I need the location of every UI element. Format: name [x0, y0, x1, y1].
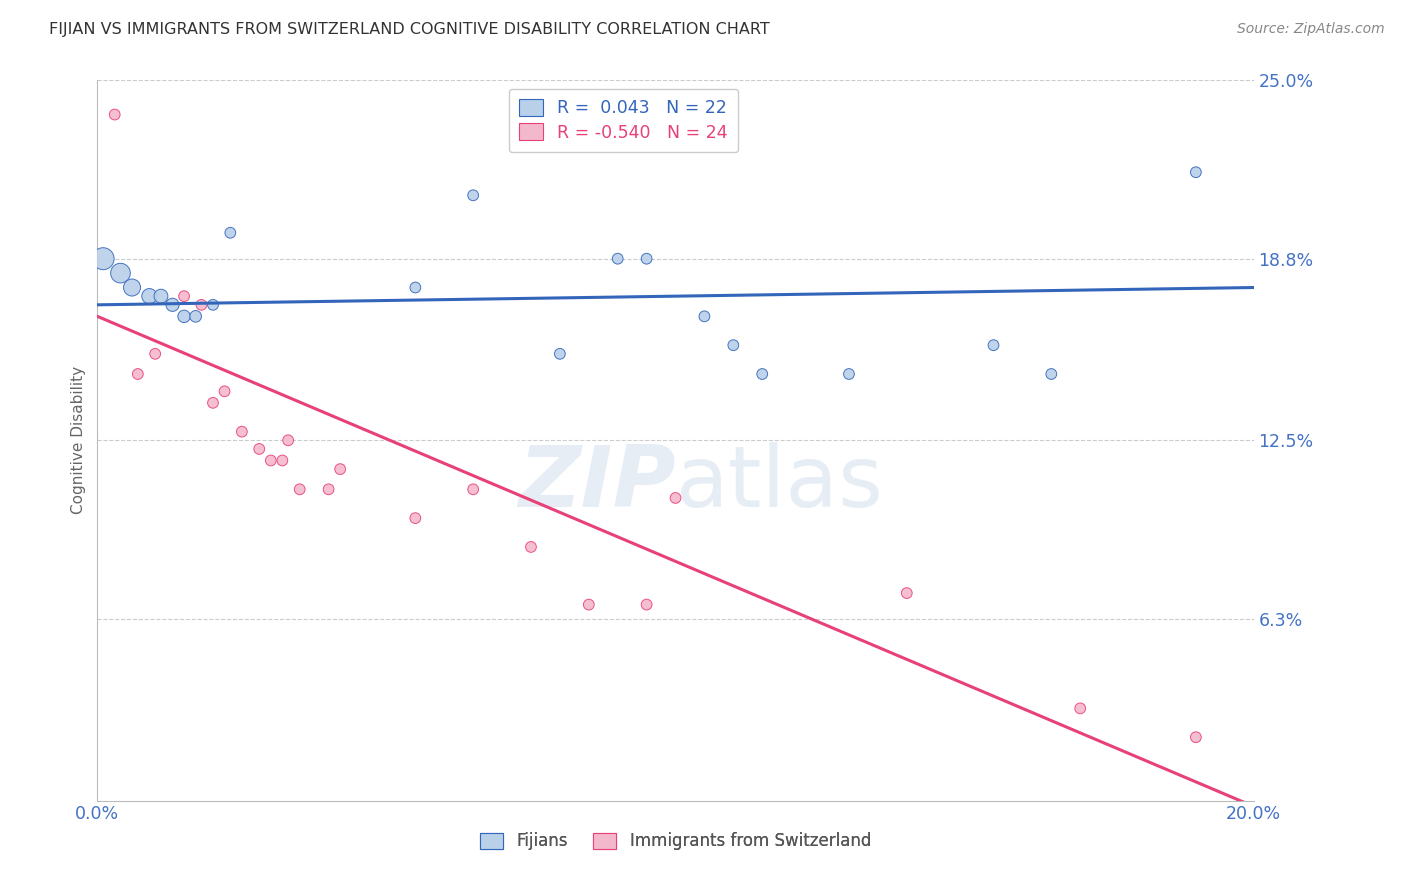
Point	[463, 188, 485, 202]
Point	[104, 107, 127, 121]
Point	[636, 598, 658, 612]
Point	[636, 252, 658, 266]
Point	[693, 310, 716, 324]
Text: Source: ZipAtlas.com: Source: ZipAtlas.com	[1237, 22, 1385, 37]
Point	[606, 252, 628, 266]
Point	[190, 298, 212, 312]
Point	[578, 598, 600, 612]
Point	[520, 540, 543, 554]
Y-axis label: Cognitive Disability: Cognitive Disability	[72, 367, 86, 515]
Point	[173, 289, 195, 303]
Point	[723, 338, 745, 352]
Point	[1185, 165, 1208, 179]
Point	[838, 367, 860, 381]
Point	[983, 338, 1005, 352]
Point	[1040, 367, 1063, 381]
Text: atlas: atlas	[675, 442, 883, 525]
Point	[329, 462, 352, 476]
Point	[91, 252, 114, 266]
Point	[318, 483, 340, 497]
Point	[463, 483, 485, 497]
Point	[664, 491, 686, 505]
Point	[138, 289, 160, 303]
Point	[231, 425, 253, 439]
Point	[162, 298, 184, 312]
Point	[184, 310, 207, 324]
Point	[404, 511, 426, 525]
Point	[127, 367, 149, 381]
Point	[288, 483, 311, 497]
Point	[173, 310, 195, 324]
Point	[143, 347, 166, 361]
Point	[260, 453, 283, 467]
Text: ZIP: ZIP	[517, 442, 675, 525]
Point	[271, 453, 294, 467]
Point	[219, 226, 242, 240]
Point	[548, 347, 571, 361]
Point	[1069, 701, 1091, 715]
Point	[201, 298, 224, 312]
Point	[896, 586, 918, 600]
Point	[1185, 730, 1208, 744]
Point	[751, 367, 773, 381]
Point	[404, 280, 426, 294]
Point	[121, 280, 143, 294]
Point	[110, 266, 132, 280]
Point	[277, 434, 299, 448]
Legend: Fijians, Immigrants from Switzerland: Fijians, Immigrants from Switzerland	[474, 826, 877, 857]
Text: FIJIAN VS IMMIGRANTS FROM SWITZERLAND COGNITIVE DISABILITY CORRELATION CHART: FIJIAN VS IMMIGRANTS FROM SWITZERLAND CO…	[49, 22, 770, 37]
Point	[201, 396, 224, 410]
Point	[149, 289, 172, 303]
Point	[247, 442, 270, 456]
Point	[214, 384, 236, 399]
